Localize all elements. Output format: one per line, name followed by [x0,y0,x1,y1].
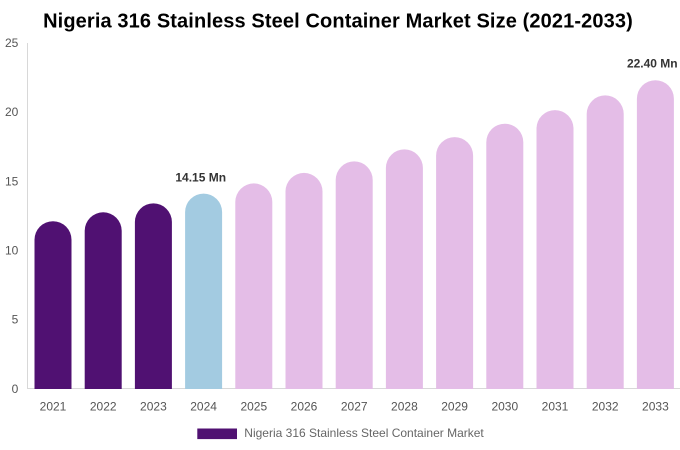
svg-text:2025: 2025 [240,400,267,414]
svg-text:2023: 2023 [140,400,167,414]
svg-text:2024: 2024 [190,400,217,414]
svg-text:20: 20 [5,105,19,119]
svg-text:2021: 2021 [40,400,67,414]
svg-text:10: 10 [5,244,19,258]
svg-text:Nigeria 316 Stainless Steel Co: Nigeria 316 Stainless Steel Container Ma… [244,426,484,440]
svg-text:2028: 2028 [391,400,418,414]
svg-text:2027: 2027 [341,400,368,414]
svg-text:2033: 2033 [642,400,669,414]
svg-text:0: 0 [12,382,19,396]
svg-text:2031: 2031 [542,400,569,414]
svg-text:2029: 2029 [441,400,468,414]
svg-text:2032: 2032 [592,400,619,414]
svg-text:5: 5 [12,313,19,327]
svg-text:2022: 2022 [90,400,117,414]
svg-text:Nigeria 316 Stainless Steel Co: Nigeria 316 Stainless Steel Container Ma… [43,11,633,33]
svg-text:2026: 2026 [291,400,318,414]
svg-text:14.15 Mn: 14.15 Mn [175,171,226,185]
svg-text:25: 25 [5,36,19,50]
svg-text:2030: 2030 [491,400,518,414]
svg-text:22.40 Mn: 22.40 Mn [627,57,678,71]
svg-text:15: 15 [5,174,19,188]
